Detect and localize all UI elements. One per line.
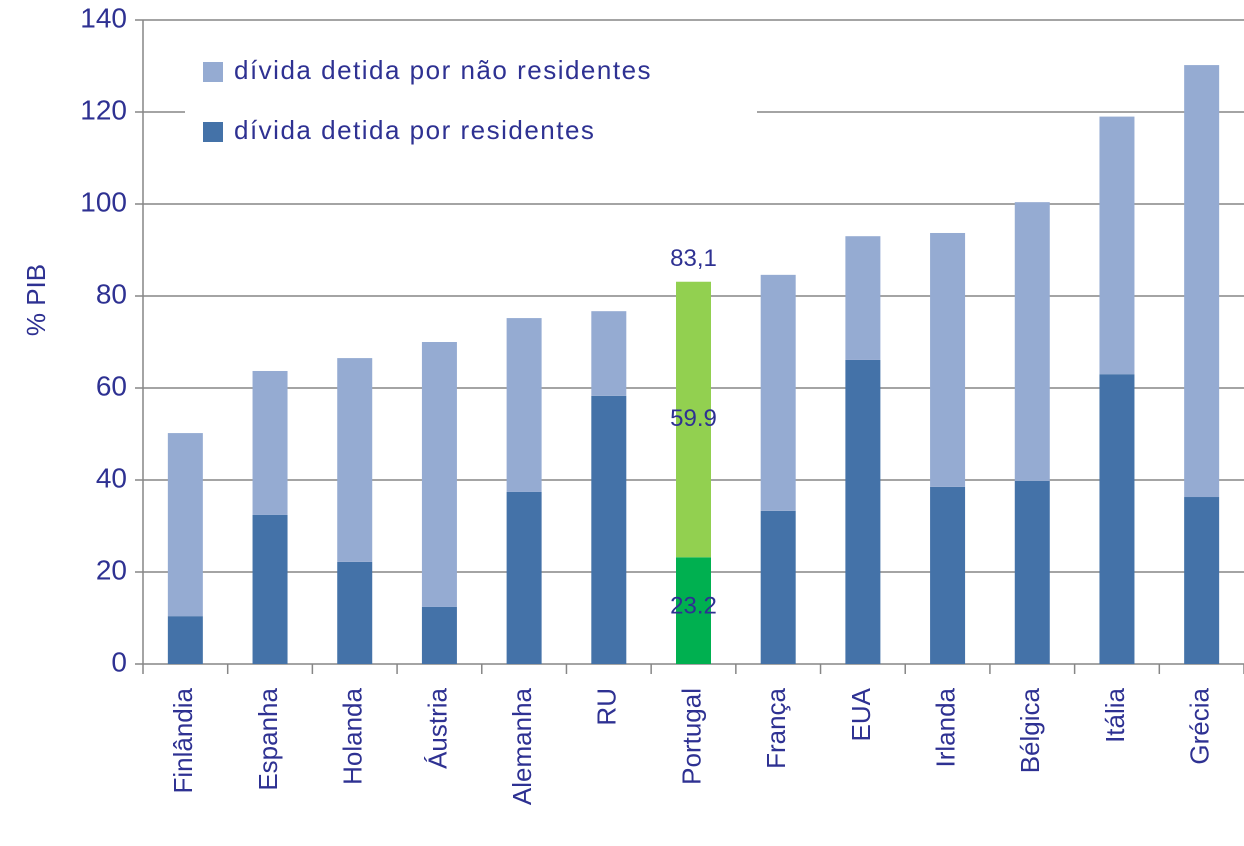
bar-segment xyxy=(252,370,288,515)
x-tick-label: Espanha xyxy=(253,687,283,790)
x-tick-label: Bélgica xyxy=(1015,687,1045,773)
bar-segment xyxy=(845,236,881,360)
x-tick-label: Grécia xyxy=(1185,687,1215,764)
value-label: 59.9 xyxy=(670,405,717,432)
bar-segment xyxy=(930,486,966,664)
bar-segment xyxy=(930,232,966,487)
bar-segment xyxy=(506,318,542,492)
bar-segment xyxy=(421,606,457,664)
legend-label: dívida detida por não residentes xyxy=(234,55,652,85)
y-tick-label: 140 xyxy=(80,2,127,33)
y-tick-label: 60 xyxy=(96,370,127,401)
bar-segment xyxy=(760,274,796,511)
bar-segment xyxy=(1014,480,1050,664)
y-tick-label: 80 xyxy=(96,278,127,309)
y-tick-label: 40 xyxy=(96,462,127,493)
legend-label: dívida detida por residentes xyxy=(234,115,595,145)
bar-segment xyxy=(676,557,711,664)
annotation: 83,1 xyxy=(670,245,717,272)
legend-box xyxy=(185,40,757,165)
bar-segment xyxy=(1014,202,1050,481)
bar-segment xyxy=(591,395,627,664)
y-axis-label: % PIB xyxy=(21,264,51,336)
x-tick-label: Alemanha xyxy=(507,687,537,805)
bar-segment xyxy=(1184,497,1220,664)
bar-segment xyxy=(337,561,373,664)
value-label: 23.2 xyxy=(670,593,717,620)
x-tick-label: França xyxy=(761,687,791,768)
bar-segment xyxy=(1099,374,1135,664)
x-tick-label: Áustria xyxy=(422,687,452,768)
bar-segment xyxy=(676,281,711,558)
x-tick-label: EUA xyxy=(846,687,876,741)
bar-segment xyxy=(337,358,373,562)
bar-segment xyxy=(1184,65,1220,498)
y-tick-label: 20 xyxy=(96,554,127,585)
bar-segment xyxy=(845,359,881,664)
x-tick-label: Holanda xyxy=(338,687,368,784)
bar-segment xyxy=(421,342,457,607)
bar-segment xyxy=(506,491,542,664)
y-tick-label: 120 xyxy=(80,94,127,125)
bar-segment xyxy=(167,616,203,664)
bar-segment xyxy=(1099,116,1135,375)
x-tick-label: RU xyxy=(592,688,622,726)
x-tick-label: Finlândia xyxy=(168,687,198,793)
legend-swatch xyxy=(203,122,223,142)
legend-swatch xyxy=(203,62,223,82)
x-tick-label: Irlanda xyxy=(930,687,960,767)
y-tick-label: 0 xyxy=(111,646,127,677)
y-tick-label: 100 xyxy=(80,186,127,217)
bar-segment xyxy=(252,514,288,664)
x-tick-label: Itália xyxy=(1100,687,1130,742)
bar-segment xyxy=(591,311,627,396)
bar-segment xyxy=(760,510,796,664)
bar-segment xyxy=(167,433,203,617)
x-tick-label: Portugal xyxy=(676,688,706,785)
